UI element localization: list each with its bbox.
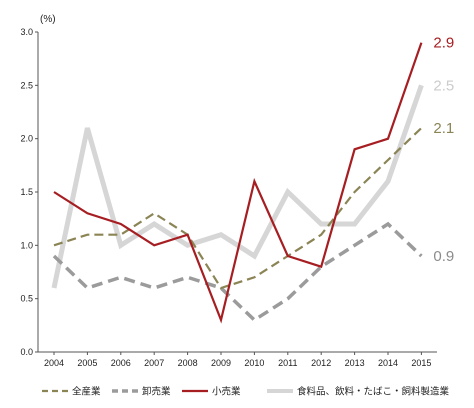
end-label-3: 2.5	[433, 77, 454, 94]
y-axis-unit-label: (%)	[40, 14, 56, 25]
y-tick-label: 2.5	[20, 80, 33, 90]
y-tick-label: 1.5	[20, 187, 33, 197]
x-tick-label: 2005	[77, 358, 97, 368]
x-tick-label: 2009	[211, 358, 231, 368]
y-tick-label: 0.0	[20, 347, 33, 357]
series-line-3	[51, 84, 424, 289]
x-axis-ticks: 2004 2005 2006 2007 2008 2009 2010 2011 2012 2013…	[44, 352, 431, 368]
x-tick-label: 2014	[378, 358, 398, 368]
x-tick-label: 2006	[111, 358, 131, 368]
y-tick-label: 1.0	[20, 240, 33, 250]
y-tick-label: 0.5	[20, 294, 33, 304]
series-lines	[51, 42, 424, 324]
x-tick-label: 2010	[244, 358, 264, 368]
x-tick-label: 2011	[278, 358, 297, 368]
series-end-labels: 2.1 0.9 2.9 2.5	[433, 35, 454, 265]
legend-label-3: 食料品、飲料・たばこ・飼料製造業	[297, 386, 450, 398]
legend-label-2: 小売業	[212, 386, 241, 398]
x-tick-label: 2004	[44, 358, 64, 368]
x-tick-label: 2015	[411, 358, 431, 368]
end-label-1: 0.9	[433, 248, 454, 265]
x-tick-label: 2013	[345, 358, 365, 368]
legend: 全産業 卸売業 小売業 食料品、飲料・たばこ・飼料製造業	[42, 386, 450, 398]
y-axis-ticks: 0.0 0.5 1.0 1.5 2.0 2.5 3.0	[20, 27, 38, 357]
y-tick-label: 3.0	[20, 27, 33, 37]
legend-label-0: 全産業	[72, 386, 101, 398]
end-label-2: 2.9	[433, 35, 454, 52]
end-label-0: 2.1	[433, 120, 454, 137]
x-tick-label: 2012	[311, 358, 331, 368]
y-tick-label: 2.0	[20, 134, 33, 144]
series-line-1	[52, 221, 423, 323]
series-line-0	[53, 127, 423, 290]
x-tick-label: 2007	[144, 358, 164, 368]
legend-label-1: 卸売業	[142, 386, 171, 398]
axes	[37, 32, 437, 353]
x-tick-label: 2008	[178, 358, 198, 368]
series-line-2	[53, 42, 423, 324]
